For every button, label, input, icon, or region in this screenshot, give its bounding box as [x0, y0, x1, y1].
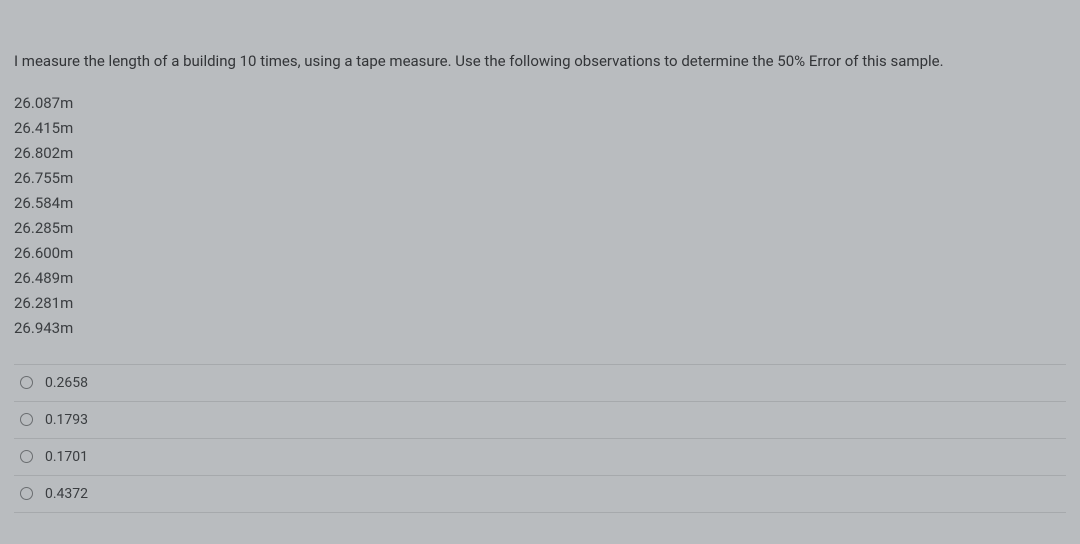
measurement-item: 26.584m	[14, 191, 1066, 215]
answer-options: 0.2658 0.1793 0.1701 0.4372	[14, 364, 1066, 513]
measurement-item: 26.943m	[14, 316, 1066, 340]
option-label: 0.4372	[45, 486, 88, 502]
option-label: 0.2658	[45, 375, 88, 391]
measurement-item: 26.755m	[14, 166, 1066, 190]
measurement-item: 26.087m	[14, 91, 1066, 115]
measurement-item: 26.802m	[14, 141, 1066, 165]
measurement-item: 26.285m	[14, 216, 1066, 240]
measurement-item: 26.600m	[14, 241, 1066, 265]
radio-icon[interactable]	[20, 487, 33, 500]
question-prompt: I measure the length of a building 10 ti…	[14, 50, 1066, 73]
option-label: 0.1701	[45, 449, 88, 465]
option-label: 0.1793	[45, 412, 88, 428]
radio-icon[interactable]	[20, 450, 33, 463]
measurement-item: 26.281m	[14, 291, 1066, 315]
measurement-item: 26.415m	[14, 116, 1066, 140]
answer-option[interactable]: 0.4372	[14, 475, 1066, 513]
measurement-item: 26.489m	[14, 266, 1066, 290]
question-container: I measure the length of a building 10 ti…	[0, 0, 1080, 513]
answer-option[interactable]: 0.1701	[14, 438, 1066, 475]
radio-icon[interactable]	[20, 413, 33, 426]
answer-option[interactable]: 0.1793	[14, 401, 1066, 438]
measurement-list: 26.087m 26.415m 26.802m 26.755m 26.584m …	[14, 91, 1066, 340]
radio-icon[interactable]	[20, 376, 33, 389]
answer-option[interactable]: 0.2658	[14, 364, 1066, 401]
